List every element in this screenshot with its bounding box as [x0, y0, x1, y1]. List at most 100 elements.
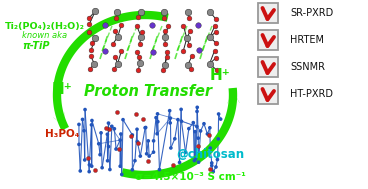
Point — [89, 119, 95, 122]
Bar — [258, 3, 278, 23]
Point — [113, 56, 118, 59]
Text: SSNMR: SSNMR — [290, 62, 325, 72]
Point — [194, 110, 200, 113]
Point — [201, 122, 207, 125]
Point — [184, 37, 190, 40]
Point — [134, 24, 140, 27]
Point — [196, 161, 202, 164]
Point — [189, 55, 195, 58]
Point — [103, 24, 109, 27]
Point — [162, 64, 168, 67]
Point — [206, 62, 212, 65]
Point — [180, 24, 186, 27]
Point — [205, 132, 210, 136]
Text: @chitosan: @chitosan — [176, 147, 244, 160]
Bar — [258, 57, 278, 77]
Point — [188, 68, 194, 71]
Point — [89, 165, 95, 168]
Point — [209, 161, 215, 164]
Point — [130, 133, 135, 136]
Point — [194, 125, 200, 128]
Point — [88, 55, 93, 58]
Point — [119, 173, 125, 176]
Text: H₃PO₄: H₃PO₄ — [45, 129, 79, 139]
Point — [139, 30, 145, 33]
Point — [185, 10, 191, 13]
Point — [162, 36, 167, 39]
Point — [178, 120, 184, 123]
Point — [132, 159, 138, 162]
Point — [207, 11, 213, 14]
Point — [191, 159, 197, 162]
Point — [89, 123, 95, 126]
Point — [195, 144, 201, 147]
Point — [128, 135, 134, 138]
Point — [194, 106, 200, 109]
Point — [207, 36, 213, 39]
Point — [86, 163, 92, 166]
Point — [76, 143, 82, 146]
Point — [186, 43, 192, 46]
Bar — [258, 30, 278, 50]
Point — [135, 68, 141, 71]
Point — [153, 116, 159, 119]
Text: Proton Transfer: Proton Transfer — [84, 84, 212, 98]
Point — [135, 141, 141, 144]
Point — [88, 49, 94, 52]
Text: HT-PXRD: HT-PXRD — [290, 89, 333, 99]
Point — [197, 49, 202, 52]
Point — [141, 117, 146, 120]
Point — [137, 42, 142, 45]
Point — [151, 151, 156, 154]
Point — [206, 133, 212, 136]
Point — [218, 118, 224, 121]
Point — [118, 132, 124, 136]
Point — [96, 142, 102, 145]
Point — [186, 16, 192, 19]
Point — [187, 30, 193, 33]
Point — [133, 112, 139, 115]
Point — [154, 132, 160, 135]
Point — [167, 121, 173, 124]
Point — [81, 129, 87, 132]
Point — [209, 164, 215, 167]
Point — [117, 139, 123, 142]
Bar — [258, 84, 278, 104]
Point — [177, 161, 183, 164]
Point — [89, 42, 95, 45]
Point — [164, 56, 170, 59]
Text: H⁺: H⁺ — [52, 81, 72, 97]
Text: π-TiP: π-TiP — [22, 41, 50, 51]
Point — [186, 127, 192, 130]
Point — [214, 69, 220, 72]
Point — [134, 50, 140, 53]
Text: SR-PXRD: SR-PXRD — [290, 8, 333, 18]
Point — [168, 146, 174, 149]
Point — [82, 158, 88, 161]
Point — [213, 166, 219, 169]
Point — [166, 24, 171, 27]
Point — [178, 108, 184, 111]
Point — [185, 63, 191, 66]
Point — [116, 147, 122, 150]
Point — [113, 148, 119, 151]
Point — [198, 129, 204, 132]
Point — [137, 155, 143, 158]
Point — [161, 11, 167, 14]
Point — [87, 68, 93, 71]
Point — [138, 36, 144, 39]
Point — [164, 50, 170, 53]
Point — [167, 117, 173, 120]
Point — [113, 17, 119, 20]
Point — [213, 57, 219, 60]
Point — [114, 62, 120, 65]
Point — [91, 62, 97, 65]
Point — [114, 111, 120, 114]
Point — [85, 157, 91, 160]
Point — [149, 23, 155, 26]
Point — [99, 166, 105, 169]
Point — [207, 146, 213, 149]
Point — [213, 30, 219, 33]
Point — [105, 159, 110, 162]
Text: Ti₂(PO₄)₂(H₂O)₂: Ti₂(PO₄)₂(H₂O)₂ — [5, 22, 85, 30]
